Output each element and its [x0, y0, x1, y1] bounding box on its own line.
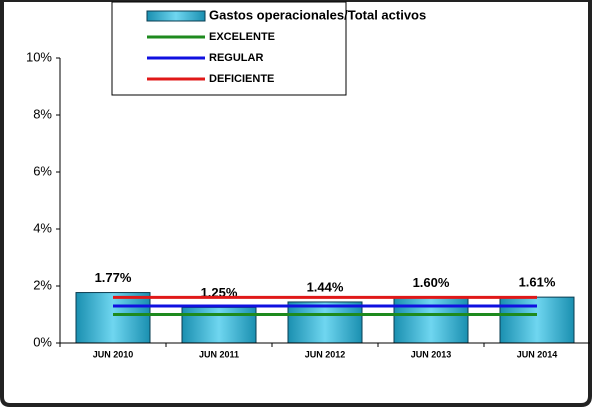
legend-label: DEFICIENTE: [209, 73, 274, 85]
legend-swatch: [146, 10, 206, 22]
data-label: 1.77%: [95, 270, 132, 285]
x-tick-label: JUN 2014: [517, 349, 558, 359]
legend-label: Gastos operacionales/Total activos: [209, 7, 426, 22]
x-tick-label: JUN 2011: [199, 349, 239, 359]
y-tick-label: 0%: [33, 334, 52, 349]
legend-label: EXCELENTE: [209, 31, 275, 43]
y-tick-label: 8%: [33, 106, 52, 121]
x-tick-label: JUN 2012: [305, 349, 346, 359]
data-label: 1.60%: [413, 275, 450, 290]
bar: [393, 296, 469, 344]
y-tick-label: 2%: [33, 277, 52, 292]
bar: [181, 306, 257, 344]
bar: [499, 296, 575, 344]
bar: [287, 301, 363, 344]
y-tick-label: 4%: [33, 220, 52, 235]
y-tick-label: 6%: [33, 163, 52, 178]
data-label: 1.44%: [307, 279, 344, 294]
y-tick-label: 10%: [26, 49, 52, 64]
bar: [75, 292, 151, 344]
data-label: 1.61%: [519, 275, 556, 290]
x-tick-label: JUN 2010: [93, 349, 134, 359]
x-tick-label: JUN 2013: [411, 349, 452, 359]
legend-label: REGULAR: [209, 52, 263, 64]
